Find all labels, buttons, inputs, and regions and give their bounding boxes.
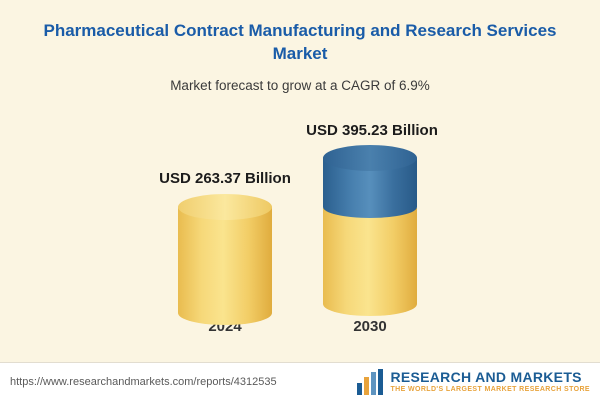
bar-2030-cylinder <box>323 145 417 326</box>
page-subtitle: Market forecast to grow at a CAGR of 6.9… <box>170 78 430 93</box>
value-label-2030: USD 395.23 Billion <box>306 122 438 139</box>
page-title: Pharmaceutical Contract Manufacturing an… <box>43 21 557 63</box>
footer-bar: https://www.researchandmarkets.com/repor… <box>0 362 600 400</box>
logo-text-block: RESEARCH AND MARKETS THE WORLD'S LARGEST… <box>390 369 590 393</box>
bar-2024-top-cap <box>178 194 272 220</box>
bar-chart-logo-icon <box>357 368 384 395</box>
category-label-2030: 2030 <box>353 318 387 335</box>
logo-title: RESEARCH AND MARKETS <box>390 369 582 386</box>
report-url: https://www.researchandmarkets.com/repor… <box>10 375 277 388</box>
bar-2024-body <box>178 207 272 325</box>
research-and-markets-logo: RESEARCH AND MARKETS THE WORLD'S LARGEST… <box>357 368 590 395</box>
logo-tagline: THE WORLD'S LARGEST MARKET RESEARCH STOR… <box>390 385 590 393</box>
bar-2024-cylinder <box>178 194 272 326</box>
bar-2030-base-segment <box>323 208 417 316</box>
bar-2030-top-cap <box>323 145 417 171</box>
value-label-2024: USD 263.37 Billion <box>159 170 291 187</box>
